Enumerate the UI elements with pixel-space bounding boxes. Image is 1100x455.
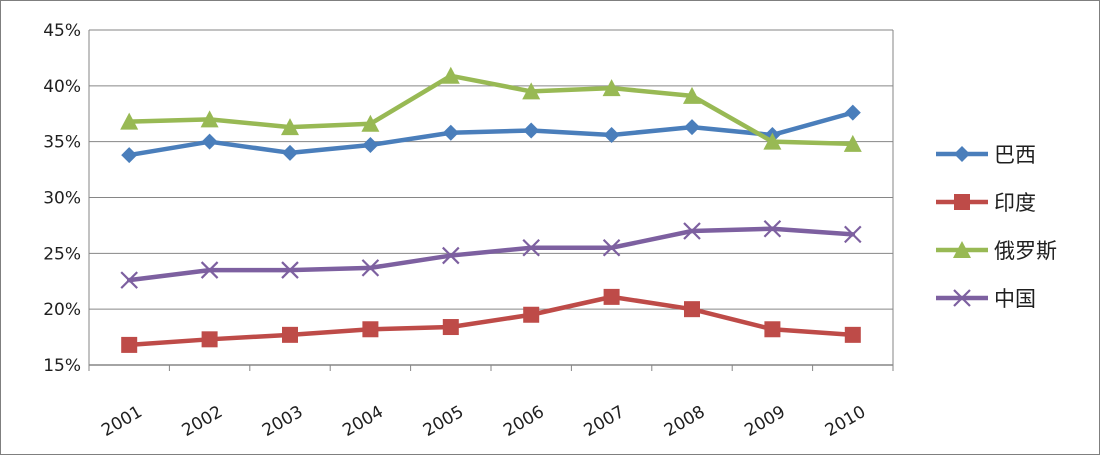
- data-point: [442, 319, 459, 336]
- series-line: [126, 110, 856, 158]
- data-point: [763, 219, 782, 238]
- x-tick-label: 2001: [98, 402, 145, 441]
- data-point: [281, 261, 299, 279]
- y-tick-label: 25%: [43, 244, 81, 264]
- x-tick-label: 2004: [339, 402, 386, 441]
- x-tick-label: 2007: [581, 402, 628, 441]
- data-point: [603, 126, 620, 143]
- data-point: [844, 326, 861, 343]
- y-tick-label: 15%: [43, 356, 81, 376]
- data-point: [603, 288, 620, 305]
- data-point: [764, 321, 781, 338]
- data-point: [684, 301, 700, 318]
- x-tick-label: 2005: [420, 402, 467, 441]
- y-tick-label: 40%: [43, 77, 81, 97]
- data-point: [442, 124, 459, 141]
- x-tick-label: 2008: [661, 402, 708, 441]
- x-tick-label: 2003: [259, 402, 306, 441]
- data-point: [200, 110, 219, 128]
- legend-label: 中国: [994, 287, 1036, 311]
- data-point: [684, 119, 700, 136]
- data-point: [121, 147, 138, 164]
- data-point: [683, 86, 701, 104]
- data-point: [844, 104, 861, 121]
- y-tick-label: 20%: [43, 300, 81, 320]
- data-point: [281, 118, 299, 136]
- data-point: [441, 66, 460, 84]
- data-point: [683, 222, 701, 240]
- x-tick-label: 2006: [500, 402, 547, 441]
- y-tick-label: 45%: [43, 21, 81, 41]
- x-tick-label: 2002: [179, 402, 226, 441]
- data-point: [121, 336, 138, 353]
- data-point: [200, 261, 219, 279]
- legend-marker: [954, 146, 970, 162]
- data-point: [120, 271, 138, 289]
- data-point: [602, 79, 621, 97]
- data-point: [522, 238, 540, 257]
- y-tick-label: 30%: [43, 189, 81, 209]
- series-line: [126, 226, 856, 283]
- data-point: [763, 132, 782, 150]
- legend-label: 巴西: [994, 143, 1036, 167]
- legend-label: 印度: [994, 191, 1036, 215]
- data-point: [442, 246, 460, 265]
- x-tick-label: 2009: [741, 402, 788, 441]
- series-line: [126, 73, 856, 147]
- data-point: [362, 137, 379, 154]
- data-point: [843, 134, 862, 152]
- data-point: [362, 321, 379, 338]
- data-point: [120, 112, 139, 130]
- data-point: [361, 259, 380, 277]
- data-point: [201, 331, 218, 348]
- data-point: [523, 306, 540, 323]
- data-point: [201, 133, 218, 150]
- gridlines: [89, 29, 893, 310]
- y-tick-label: 35%: [43, 133, 81, 153]
- legend-marker: [953, 289, 971, 307]
- data-point: [844, 225, 862, 244]
- data-point: [522, 82, 541, 100]
- data-point: [282, 326, 298, 343]
- series-line: [126, 294, 856, 348]
- series-layer: [120, 66, 862, 353]
- data-point: [282, 144, 298, 161]
- data-point: [361, 114, 380, 132]
- y-axis-ticks: 15% 20% 25% 30% 35% 40% 45%: [43, 21, 81, 376]
- data-point: [523, 122, 540, 139]
- data-point: [602, 238, 621, 257]
- legend-marker: [953, 241, 971, 258]
- legend-marker: [954, 194, 970, 210]
- x-axis-ticks: 2001 2002 2003 2004 2005 2006 2007 2008 2009 2010: [88, 365, 894, 441]
- x-tick-label: 2010: [822, 402, 869, 441]
- legend-label: 俄罗斯: [994, 239, 1057, 263]
